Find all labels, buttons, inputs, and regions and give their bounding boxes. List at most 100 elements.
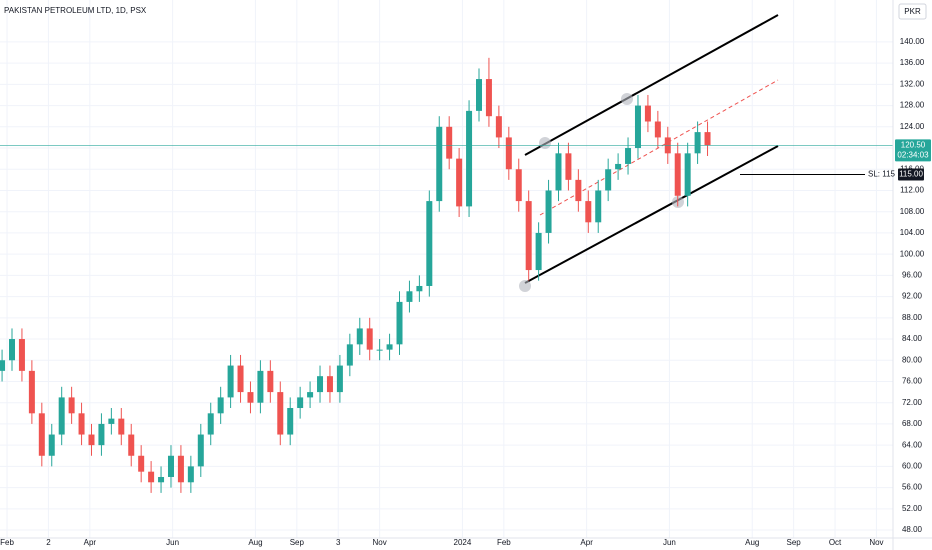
candle-body (237, 365, 244, 393)
candle-body (287, 408, 294, 435)
candle-body (475, 79, 482, 111)
y-tick-label: 112.00 (900, 186, 924, 195)
candle-body (694, 132, 701, 154)
y-tick-label: 72.00 (902, 398, 923, 407)
candle-body (267, 370, 274, 393)
candle-body (118, 418, 125, 435)
x-tick-label: Apr (84, 538, 97, 547)
x-tick-label: Nov (373, 538, 387, 547)
channel-lower (524, 145, 779, 284)
candle-body (207, 413, 214, 435)
candle-body (446, 126, 453, 159)
x-tick-label: 3 (336, 538, 341, 547)
candle-body (197, 434, 204, 467)
x-tick-label: Aug (248, 538, 262, 547)
candle-body (416, 285, 423, 292)
candle-body (336, 365, 343, 393)
last-price-label: 120.50 (901, 140, 926, 149)
x-tick-label: 2 (46, 538, 51, 547)
candle-body (386, 344, 393, 350)
x-tick-label: Jun (663, 538, 676, 547)
x-tick-label: 2024 (454, 538, 472, 547)
currency-label: PKR (904, 7, 921, 16)
candle-body (88, 434, 95, 446)
grid (0, 0, 893, 538)
x-tick-label: Sep (787, 538, 802, 547)
candle-body (38, 413, 45, 456)
candle-body (0, 360, 6, 371)
candle-body (128, 434, 135, 456)
candle-body (9, 339, 16, 361)
y-tick-label: 96.00 (902, 270, 923, 279)
candle-body (68, 397, 75, 414)
y-tick-label: 76.00 (902, 377, 923, 386)
chart-title: PAKISTAN PETROLEUM LTD, 1D, PSX (4, 6, 147, 15)
x-tick-label: Jun (166, 538, 179, 547)
y-tick-label: 88.00 (902, 313, 923, 322)
y-tick-label: 104.00 (900, 228, 925, 237)
candle-body (674, 153, 681, 196)
candle-body (376, 349, 383, 351)
candle-body (704, 132, 711, 146)
candle-body (28, 370, 35, 414)
candle-body (585, 201, 592, 223)
candle-body (257, 370, 264, 403)
y-tick-label: 100.00 (900, 249, 925, 258)
candle-body (227, 365, 234, 398)
candle-body (684, 153, 691, 196)
candle-body (58, 397, 65, 435)
y-tick-label: 124.00 (900, 122, 925, 131)
candle-body (605, 169, 612, 191)
candle-body (247, 392, 254, 403)
y-tick-label: 60.00 (902, 461, 923, 470)
y-tick-label: 52.00 (902, 504, 923, 513)
currency-box (898, 3, 927, 20)
stop-loss-text: SL: 115 (868, 170, 896, 179)
candle-body (177, 455, 184, 483)
y-tick-label: 68.00 (902, 419, 923, 428)
y-tick-label: 136.00 (900, 58, 925, 67)
last-price-tag (895, 139, 931, 162)
candle-body (456, 158, 463, 207)
candle-body (525, 201, 532, 271)
candle-body (217, 397, 224, 414)
x-tick-label: Sep (290, 538, 305, 547)
y-tick-label: 92.00 (902, 292, 923, 301)
candle-body (545, 190, 552, 233)
channel-upper (524, 14, 779, 156)
x-tick-label: Feb (0, 538, 14, 547)
candle-body (98, 423, 105, 446)
candle-body (78, 413, 85, 435)
candle-body (595, 190, 602, 223)
candle-body (277, 392, 284, 435)
candle-body (346, 344, 353, 366)
x-tick-label: Nov (869, 538, 883, 547)
candle-body (535, 232, 542, 271)
x-tick-label: Feb (497, 538, 511, 547)
candle-body (317, 376, 324, 393)
candle-body (565, 153, 572, 180)
candle-body (505, 137, 512, 170)
overlay (0, 145, 893, 176)
countdown-label: 02:34:03 (897, 150, 929, 159)
candle-body (615, 163, 622, 170)
candle-body (148, 471, 155, 483)
y-tick-label: 64.00 (902, 440, 923, 449)
x-tick-label: Oct (829, 538, 842, 547)
candle-body (307, 392, 314, 398)
y-tick-label: 128.00 (900, 101, 925, 110)
y-tick-label: 48.00 (902, 525, 923, 534)
candle-body (485, 79, 492, 117)
candle-body (366, 328, 373, 350)
candle-body (48, 434, 55, 456)
stop-loss-tag (898, 168, 924, 181)
candle-body (555, 153, 562, 191)
candle-body (406, 291, 413, 302)
candle-body (396, 301, 403, 345)
candle-body (356, 328, 363, 345)
candle-body (634, 105, 641, 149)
candle-body (297, 397, 304, 409)
x-tick-label: Apr (580, 538, 593, 547)
